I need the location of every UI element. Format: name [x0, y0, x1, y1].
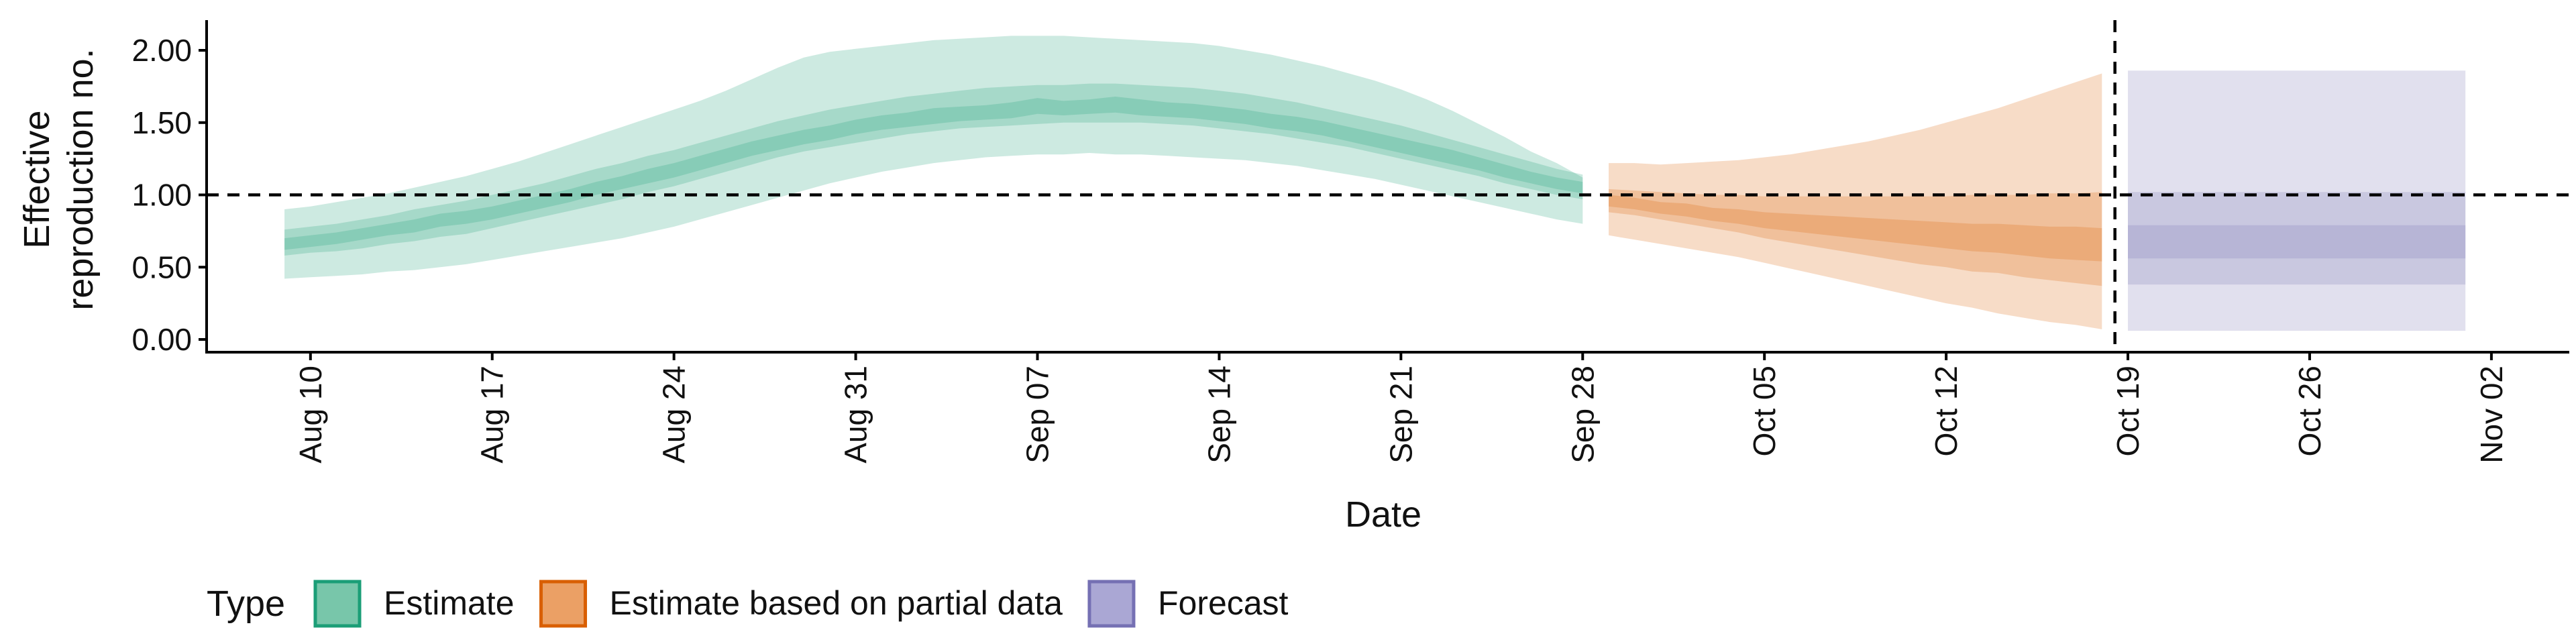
band-50-estimate — [284, 83, 1583, 256]
legend-swatch-estimate — [313, 580, 362, 628]
band-90-estimate-based-on-partial-data — [1609, 73, 2102, 329]
legend-swatch-estimate-based-on-partial-data — [539, 580, 588, 628]
band-50-estimate-based-on-partial-data — [1609, 189, 2102, 286]
legend-label-estimate: Estimate — [384, 584, 515, 622]
legend-label-forecast: Forecast — [1158, 584, 1289, 622]
series-estimate-based-on-partial-data — [1609, 73, 2102, 329]
x-tick-label: Aug 10 — [293, 366, 328, 464]
y-axis-label-line-1: Effective — [17, 110, 57, 248]
x-tick-label: Nov 02 — [2474, 366, 2509, 464]
x-tick-label: Aug 17 — [475, 366, 510, 464]
x-tick-label: Sep 14 — [1201, 366, 1236, 464]
y-tick-label: 1.00 — [131, 178, 192, 213]
band-20-forecast — [2128, 225, 2466, 259]
legend: Type Estimate Estimate based on partial d… — [207, 580, 1289, 628]
x-tick-label: Sep 07 — [1020, 366, 1055, 464]
y-axis-ticks: 0.00 0.50 1.00 1.50 2.00 — [131, 33, 207, 357]
x-tick-label: Sep 28 — [1565, 366, 1600, 464]
legend-title: Type — [207, 584, 285, 624]
interval-bands — [284, 36, 2466, 331]
legend-label-estimate-based-on-partial-data: Estimate based on partial data — [610, 584, 1063, 622]
series-estimate — [284, 36, 1583, 279]
legend-swatch-forecast — [1087, 580, 1136, 628]
x-tick-label: Oct 12 — [1929, 366, 1964, 457]
y-tick-label: 0.00 — [131, 322, 192, 357]
y-tick-label: 2.00 — [131, 33, 192, 68]
x-axis-label: Date — [1345, 494, 1421, 535]
y-axis-label-line-2: reproduction no. — [60, 48, 101, 310]
x-tick-label: Oct 05 — [1747, 366, 1782, 457]
y-tick-label: 0.50 — [131, 250, 192, 284]
series-forecast — [2128, 70, 2466, 331]
x-axis-ticks: Aug 10 Aug 17 Aug 24 Aug 31 Sep 07 Sep 14 Sep … — [293, 352, 2509, 464]
band-90-forecast — [2128, 70, 2466, 331]
x-tick-label: Oct 19 — [2110, 366, 2145, 457]
y-tick-label: 1.50 — [131, 105, 192, 140]
x-tick-label: Sep 21 — [1383, 366, 1418, 464]
band-20-estimate-based-on-partial-data — [1609, 195, 2102, 262]
x-tick-label: Aug 31 — [839, 366, 873, 464]
band-50-forecast — [2128, 192, 2466, 285]
band-90-estimate — [284, 36, 1583, 279]
x-tick-label: Oct 26 — [2292, 366, 2327, 457]
x-tick-label: Aug 24 — [657, 366, 692, 464]
